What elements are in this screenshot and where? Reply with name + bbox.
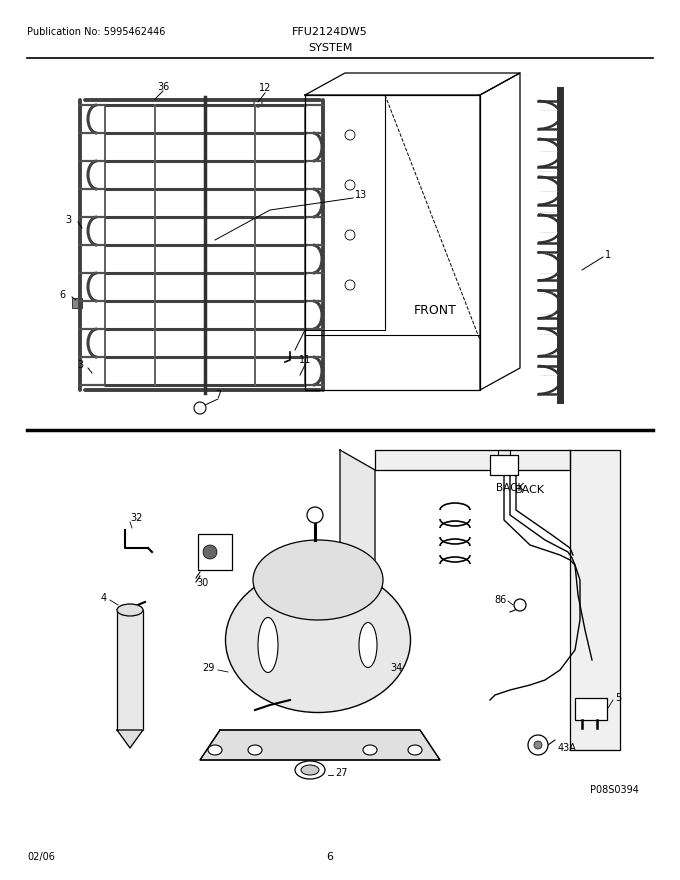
- Text: 6: 6: [59, 290, 65, 300]
- Ellipse shape: [408, 745, 422, 755]
- Text: 43A: 43A: [558, 743, 577, 753]
- Text: 4: 4: [101, 593, 107, 603]
- Bar: [575, 698, 607, 720]
- Text: 7: 7: [215, 390, 221, 400]
- Ellipse shape: [363, 745, 377, 755]
- Text: 30: 30: [196, 578, 208, 588]
- Text: 1: 1: [605, 250, 611, 260]
- Text: Publication No: 5995462446: Publication No: 5995462446: [27, 27, 165, 37]
- Ellipse shape: [226, 568, 411, 713]
- Circle shape: [534, 741, 542, 749]
- Ellipse shape: [295, 761, 325, 779]
- Text: SYSTEM: SYSTEM: [308, 43, 352, 53]
- Text: 11: 11: [299, 355, 311, 365]
- Text: 32: 32: [130, 513, 142, 523]
- Text: 36: 36: [157, 82, 169, 92]
- Text: 13: 13: [355, 190, 367, 200]
- Text: 12: 12: [259, 83, 271, 93]
- Polygon shape: [340, 450, 375, 580]
- Text: BACK: BACK: [515, 485, 545, 495]
- Text: 3: 3: [77, 360, 83, 370]
- Bar: [117, 610, 143, 730]
- Bar: [198, 534, 232, 570]
- Text: 34: 34: [390, 663, 403, 673]
- Ellipse shape: [208, 745, 222, 755]
- Ellipse shape: [258, 618, 278, 672]
- Text: 5: 5: [615, 693, 622, 703]
- Polygon shape: [570, 450, 620, 750]
- Bar: [490, 455, 518, 475]
- Ellipse shape: [359, 622, 377, 668]
- Ellipse shape: [301, 765, 319, 775]
- Text: 6: 6: [326, 852, 333, 862]
- Text: 27: 27: [335, 768, 347, 778]
- Circle shape: [514, 599, 526, 611]
- Text: 02/06: 02/06: [27, 852, 55, 862]
- Circle shape: [307, 507, 323, 523]
- Ellipse shape: [253, 540, 383, 620]
- Polygon shape: [117, 730, 143, 748]
- Text: 35: 35: [330, 560, 342, 570]
- Text: FFU2124DW5: FFU2124DW5: [292, 27, 368, 37]
- Text: 86: 86: [495, 595, 507, 605]
- Text: 29: 29: [203, 663, 215, 673]
- Text: 3: 3: [65, 215, 71, 225]
- Text: FRONT: FRONT: [413, 304, 456, 317]
- Circle shape: [528, 735, 548, 755]
- Text: BACK: BACK: [496, 483, 524, 493]
- Bar: [72, 298, 82, 308]
- Polygon shape: [375, 450, 570, 470]
- Circle shape: [203, 545, 217, 559]
- Text: P08S0394: P08S0394: [590, 785, 639, 795]
- Ellipse shape: [117, 604, 143, 616]
- Ellipse shape: [248, 745, 262, 755]
- Polygon shape: [200, 730, 440, 760]
